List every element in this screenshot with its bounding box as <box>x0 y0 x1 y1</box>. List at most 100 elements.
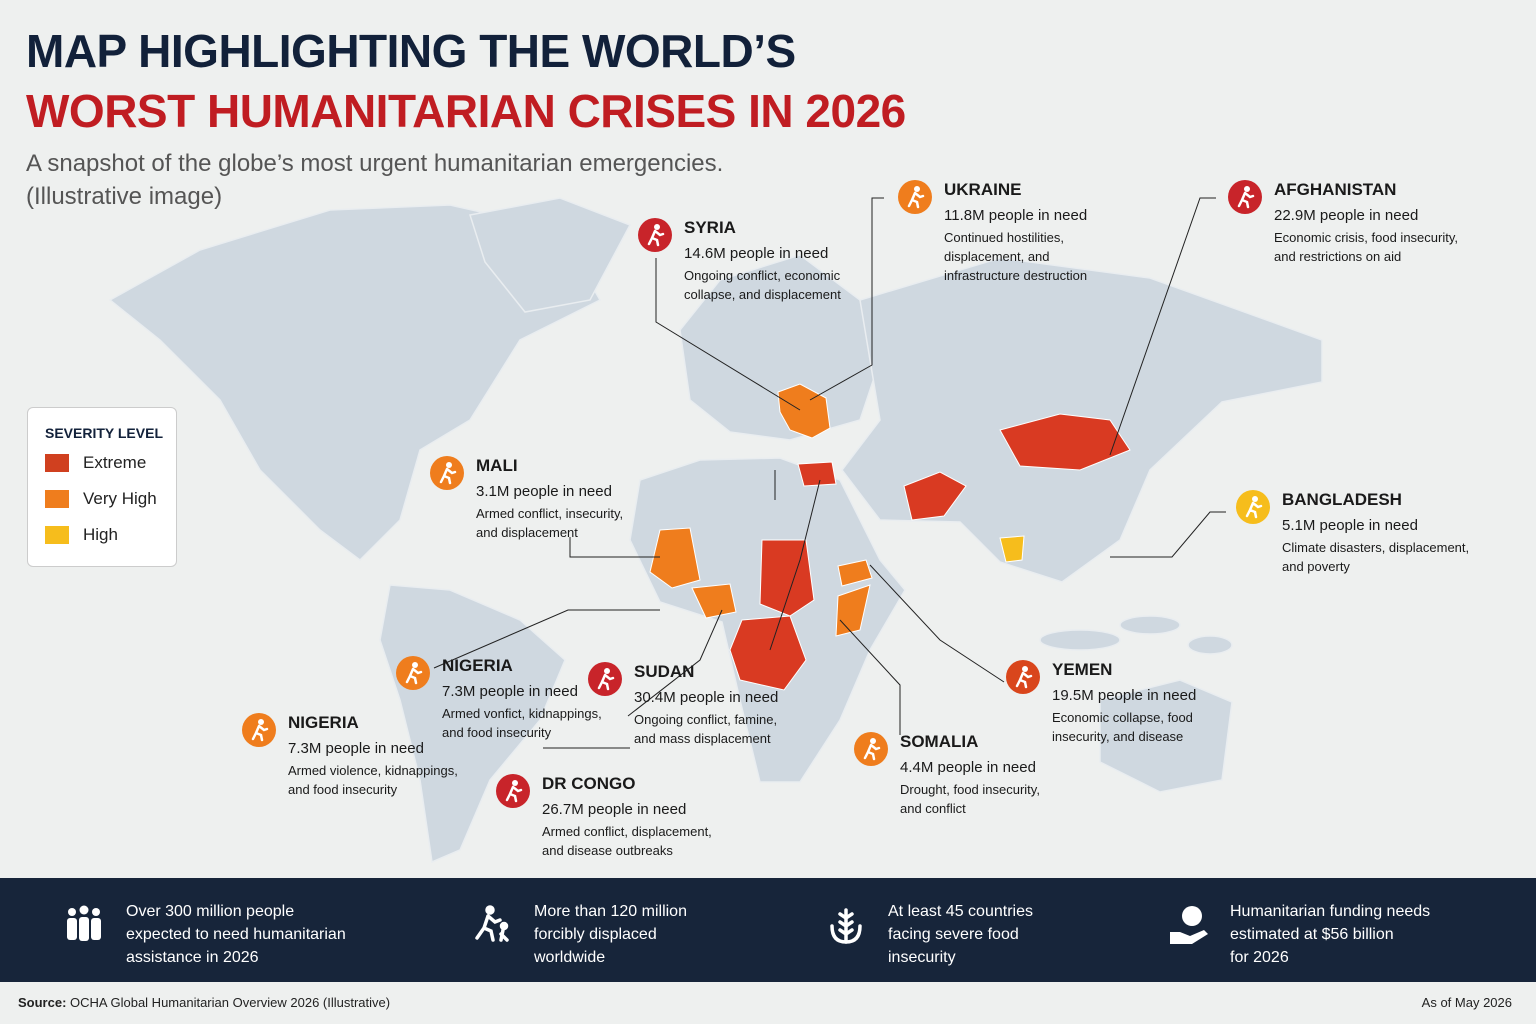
person-icon <box>1015 666 1033 689</box>
stat-glyph <box>67 905 101 941</box>
callout-text: DR CONGO 26.7M people in need Armed confli… <box>542 774 712 860</box>
callout-desc: Armed conflict, insecurity, and displacem… <box>476 504 623 542</box>
callout-title: MALI <box>476 456 518 475</box>
stat-icon <box>826 904 870 953</box>
stat-glyph <box>1170 906 1208 944</box>
callout-text: SUDAN 30.4M people in need Ongoing conflic… <box>634 662 778 748</box>
callout-title: SUDAN <box>634 662 695 681</box>
callout-desc: Ongoing conflict, economic collapse, and … <box>684 266 841 304</box>
callout-text: AFGHANISTAN 22.9M people in need Economic … <box>1274 180 1458 266</box>
callout-desc: Armed vonfict, kidnappings, and food inse… <box>442 704 602 742</box>
legend-swatch <box>45 526 69 544</box>
callout-desc: Armed conflict, displacement, and disease… <box>542 822 712 860</box>
stat-icon <box>64 904 108 953</box>
legend-title: SEVERITY LEVEL <box>45 425 163 441</box>
callout-desc-line: and displacement <box>476 525 578 540</box>
callout-desc: Economic crisis, food insecurity, and res… <box>1274 228 1458 266</box>
callout-text: YEMEN 19.5M people in need Economic collap… <box>1052 660 1196 746</box>
callout-title: BANGLADESH <box>1282 490 1402 509</box>
person-icon <box>1237 186 1255 209</box>
subtitle: (Illustrative image) <box>26 183 223 210</box>
callout-desc: Ongoing conflict, famine, and mass displa… <box>634 710 778 748</box>
stat-line: for 2026 <box>1230 949 1289 966</box>
stat-line: assistance in 2026 <box>126 949 259 966</box>
callout-desc-line: and food insecurity <box>442 725 552 740</box>
source-text: OCHA Global Humanitarian Overview 2026 (… <box>70 995 391 1010</box>
legend-label: High <box>83 525 118 544</box>
callout-desc-line: Armed conflict, displacement, <box>542 824 712 839</box>
callout-desc-line: collapse, and displacement <box>684 287 841 302</box>
callout-text: SOMALIA 4.4M people in need Drought, food … <box>900 732 1040 818</box>
world-map <box>108 197 1323 864</box>
stat-line: expected to need humanitarian <box>126 926 346 943</box>
callout-icon <box>430 456 464 490</box>
callout-need: 11.8M people in need <box>944 207 1088 224</box>
callout-desc: Armed violence, kidnappings, and food ins… <box>288 761 458 799</box>
callout-title: UKRAINE <box>944 180 1022 199</box>
callout-desc: Climate disasters, displacement, and pove… <box>1282 538 1469 576</box>
source-label: Source: <box>18 995 67 1010</box>
callout-desc: Economic collapse, food insecurity, and d… <box>1052 708 1196 746</box>
callout-desc-line: and restrictions on aid <box>1274 249 1402 264</box>
callout-icon <box>242 713 276 747</box>
callout-need: 4.4M people in need <box>900 759 1036 776</box>
person-icon <box>505 780 523 803</box>
callout-desc-line: Drought, food insecurity, <box>900 782 1040 797</box>
callout-need: 19.5M people in need <box>1052 687 1197 704</box>
callout-need: 26.7M people in need <box>542 801 687 818</box>
callout-desc-line: and conflict <box>900 801 966 816</box>
callout-need: 5.1M people in need <box>1282 517 1418 534</box>
callout-text: SYRIA 14.6M people in need Ongoing conflic… <box>684 218 841 304</box>
callout-desc-line: and disease outbreaks <box>542 843 673 858</box>
callout-desc-line: and mass displacement <box>634 731 771 746</box>
legend-item: High <box>45 525 118 545</box>
stat: At least 45 countries facing severe food i… <box>888 900 1033 969</box>
callout-icon <box>854 732 888 766</box>
person-icon <box>907 186 925 209</box>
legend-item: Very High <box>45 489 157 509</box>
callout-desc-line: and food insecurity <box>288 782 398 797</box>
callout-icon <box>396 656 430 690</box>
callout-need: 3.1M people in need <box>476 483 612 500</box>
person-icon <box>647 224 665 247</box>
callout-text: NIGERIA 7.3M people in need Armed vonfict,… <box>442 656 602 742</box>
date: As of May 2026 <box>1421 995 1512 1010</box>
callout-icon <box>588 662 622 696</box>
callout-need: 7.3M people in need <box>442 683 578 700</box>
callout-desc-line: Armed conflict, insecurity, <box>476 506 624 521</box>
stat-line: More than 120 million <box>534 903 687 920</box>
callout-icon <box>638 218 672 252</box>
callout-title: DR CONGO <box>542 774 636 793</box>
callout-desc-line: insecurity, and disease <box>1052 729 1184 744</box>
legend-swatch <box>45 490 69 508</box>
callout-desc: Continued hostilities, displacement, and i… <box>944 228 1087 285</box>
title: MAP HIGHLIGHTING THE WORLD’S <box>26 25 796 77</box>
stat: Over 300 million people expected to need … <box>126 900 346 969</box>
crisis-regions <box>649 383 1131 691</box>
callout-desc-line: infrastructure destruction <box>944 268 1088 283</box>
callout-text: NIGERIA 7.3M people in need Armed violence… <box>288 713 458 799</box>
callout-title: SYRIA <box>684 218 736 237</box>
stat: Humanitarian funding needs estimated at $… <box>1230 900 1430 969</box>
callout-desc: Drought, food insecurity, and conflict <box>900 780 1040 818</box>
stat-icon <box>1168 904 1212 953</box>
callout-desc-line: Armed violence, kidnappings, <box>288 763 458 778</box>
callout-desc-line: Economic crisis, food insecurity, <box>1274 230 1458 245</box>
legend-label: Extreme <box>83 453 147 472</box>
callout-desc-line: Armed vonfict, kidnappings, <box>442 706 602 721</box>
person-icon <box>439 462 457 485</box>
stat: More than 120 million forcibly displaced w… <box>534 900 687 969</box>
callout-title: YEMEN <box>1052 660 1113 679</box>
person-icon <box>863 738 881 761</box>
callout-need: 22.9M people in need <box>1274 207 1419 224</box>
stat-line: facing severe food <box>888 926 1019 943</box>
callout-need: 30.4M people in need <box>634 689 779 706</box>
stat-line: estimated at $56 billion <box>1230 926 1394 943</box>
stat-line: Humanitarian funding needs <box>1230 903 1431 920</box>
callout-icon <box>1236 490 1270 524</box>
callout-icon <box>898 180 932 214</box>
callout-text: MALI 3.1M people in need Armed conflict, i… <box>476 456 623 542</box>
stat-line: forcibly displaced <box>534 926 657 943</box>
stat-line: insecurity <box>888 949 956 966</box>
